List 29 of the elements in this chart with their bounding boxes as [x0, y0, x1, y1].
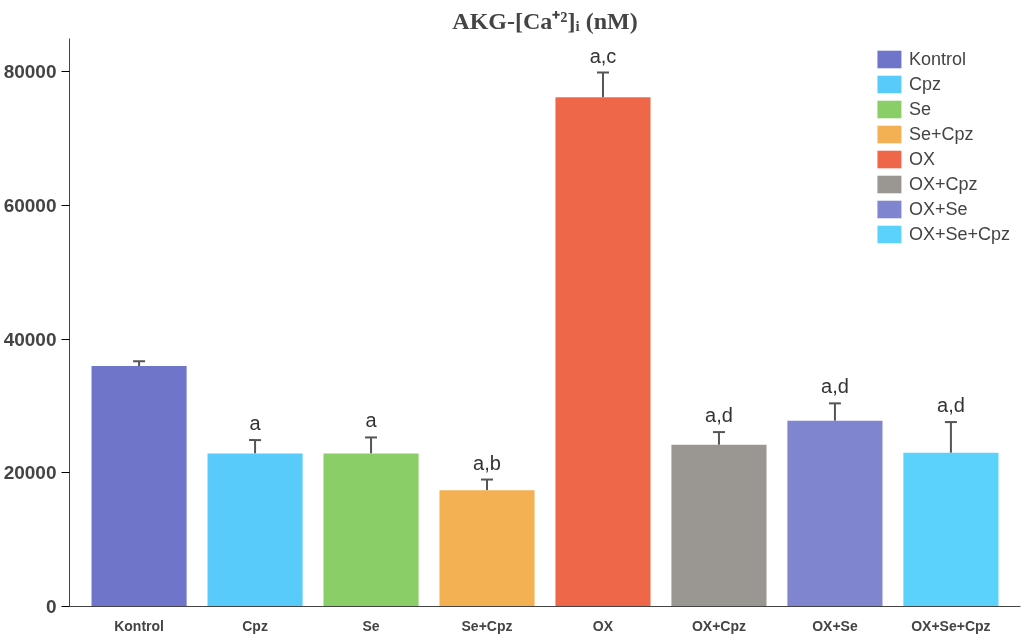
y-tick-label: 60000	[3, 195, 57, 217]
legend-label: Se+Cpz	[908, 123, 974, 145]
x-tick-label: OX+Cpz	[691, 617, 747, 634]
annotation: a,b	[473, 451, 501, 474]
annotation: a,c	[589, 44, 617, 67]
x-tick-label: Kontrol	[114, 617, 164, 634]
legend-label: OX+Se+Cpz	[908, 223, 1010, 245]
legend-label: Kontrol	[908, 48, 966, 70]
x-tick-label: OX+Se+Cpz	[911, 617, 991, 634]
y-tick-label: 40000	[3, 328, 57, 350]
legend-label: OX+Se	[908, 198, 968, 220]
x-tick-label: OX+Se	[812, 617, 858, 634]
legend-label: OX	[908, 148, 935, 170]
x-tick-label: OX	[592, 617, 614, 634]
y-tick-label: 80000	[3, 61, 57, 83]
legend-label: Cpz	[908, 73, 941, 95]
x-tick-label: Se	[362, 617, 380, 634]
annotation: a	[365, 409, 378, 432]
legend-label: OX+Cpz	[908, 173, 978, 195]
annotation: a	[249, 412, 262, 435]
annotation: a,d	[705, 404, 733, 427]
y-tick-label: 0	[45, 596, 57, 617]
annotation: a,d	[937, 394, 965, 417]
legend-label: Se	[908, 98, 931, 120]
y-tick-label: 20000	[3, 462, 57, 484]
annotation: a,d	[821, 375, 849, 398]
chart-title: AKG-[Ca⁺²]ᵢ (nM)	[452, 7, 638, 34]
x-tick-label: Se+Cpz	[461, 617, 513, 634]
x-tick-label: Cpz	[242, 617, 268, 634]
